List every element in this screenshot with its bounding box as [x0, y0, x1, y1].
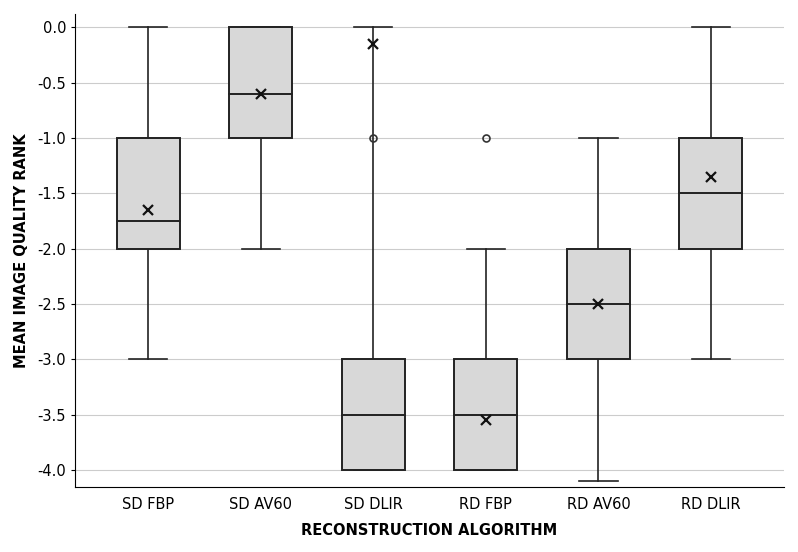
Bar: [679, 138, 742, 248]
Bar: [567, 248, 630, 359]
Bar: [342, 359, 405, 470]
Bar: [229, 27, 292, 138]
X-axis label: RECONSTRUCTION ALGORITHM: RECONSTRUCTION ALGORITHM: [302, 523, 558, 538]
Bar: [117, 138, 180, 248]
Bar: [454, 359, 517, 470]
Y-axis label: MEAN IMAGE QUALITY RANK: MEAN IMAGE QUALITY RANK: [14, 133, 29, 368]
